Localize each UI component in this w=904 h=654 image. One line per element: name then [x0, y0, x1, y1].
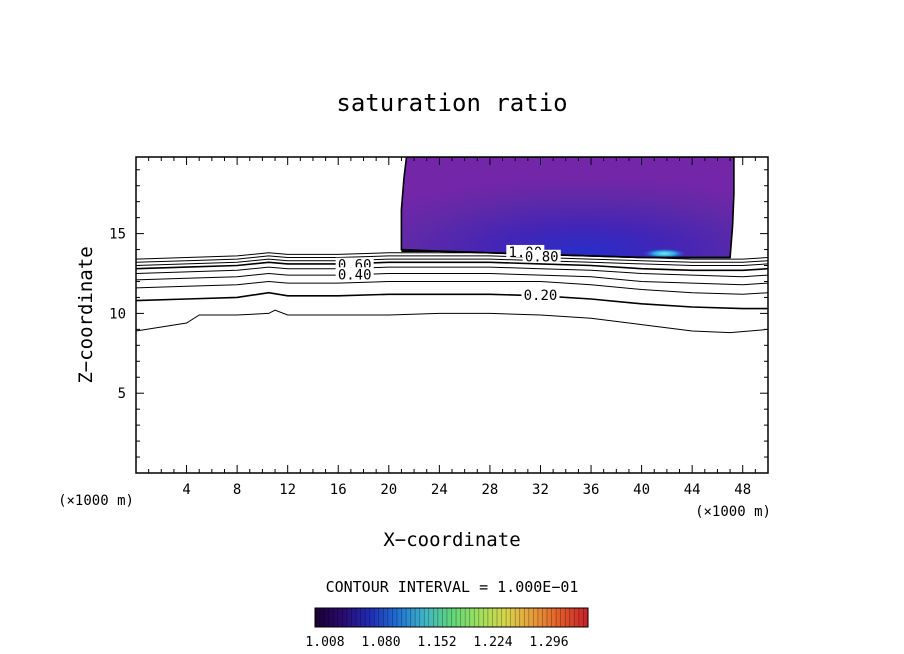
y-axis-label: Z−coordinate [75, 246, 97, 383]
x-tick-label: 24 [431, 482, 448, 498]
contour-line [136, 261, 768, 272]
x-tick-label: 20 [380, 482, 397, 498]
y-axis-ticks: 5 10 15 [109, 169, 768, 458]
colorbar-gradient [314, 607, 589, 628]
contour-label-background [335, 257, 374, 270]
x-axis-label: X−coordinate [383, 529, 520, 551]
contour-label: 0.20 [524, 288, 558, 304]
contour-line [136, 266, 768, 278]
x-tick-label: 28 [481, 482, 498, 498]
contour-label-background [335, 267, 374, 280]
contour-label-background [522, 249, 561, 262]
supersaturation-maximum [642, 248, 687, 259]
colorbar-labels: 1.008 1.080 1.152 1.224 1.296 [305, 635, 568, 650]
supersaturated-region-shading [401, 157, 734, 258]
contour-line [136, 272, 768, 286]
contour-label: 0.40 [338, 267, 372, 283]
colorbar: 1.008 1.080 1.152 1.224 1.296 [305, 607, 589, 650]
x-tick-label: 40 [633, 482, 650, 498]
contour-line [136, 258, 768, 266]
x-tick-label: 36 [583, 482, 600, 498]
contour-label-background [521, 288, 560, 301]
x-tick-label: 8 [233, 482, 241, 498]
chart-title: saturation ratio [336, 89, 567, 117]
x-tick-label: 48 [734, 482, 751, 498]
contour-line [136, 291, 768, 310]
x-tick-label: 44 [684, 482, 701, 498]
y-tick-label: 5 [118, 386, 126, 402]
contour-line [136, 255, 768, 263]
x-tick-label: 16 [330, 482, 347, 498]
contour-line [136, 252, 768, 260]
contour-labels: 1.000.800.600.400.20 [335, 244, 561, 304]
contour-label: 0.80 [525, 250, 559, 266]
contour-line [136, 309, 768, 334]
x-axis-unit-left: (×1000 m) [58, 493, 134, 509]
colorbar-label: 1.080 [361, 635, 400, 650]
y-tick-label: 15 [109, 227, 126, 243]
contour-lines [136, 250, 768, 334]
x-axis-ticks: 4 8 12 16 20 24 28 32 36 40 44 48 [148, 157, 756, 498]
colorbar-label: 1.224 [473, 635, 512, 650]
plot-area [136, 157, 768, 334]
x-axis-unit-right: (×1000 m) [695, 504, 771, 520]
colorbar-ticks [319, 608, 584, 627]
colorbar-label: 1.296 [529, 635, 568, 650]
colorbar-label: 1.008 [305, 635, 344, 650]
colorbar-label: 1.152 [417, 635, 456, 650]
contour-line [136, 280, 768, 295]
x-tick-label: 12 [279, 482, 296, 498]
contour-interval-note: CONTOUR INTERVAL = 1.000E−01 [326, 578, 579, 596]
contour-line [401, 250, 731, 259]
x-tick-label: 32 [532, 482, 549, 498]
x-tick-label: 4 [182, 482, 190, 498]
y-tick-label: 10 [109, 306, 126, 322]
